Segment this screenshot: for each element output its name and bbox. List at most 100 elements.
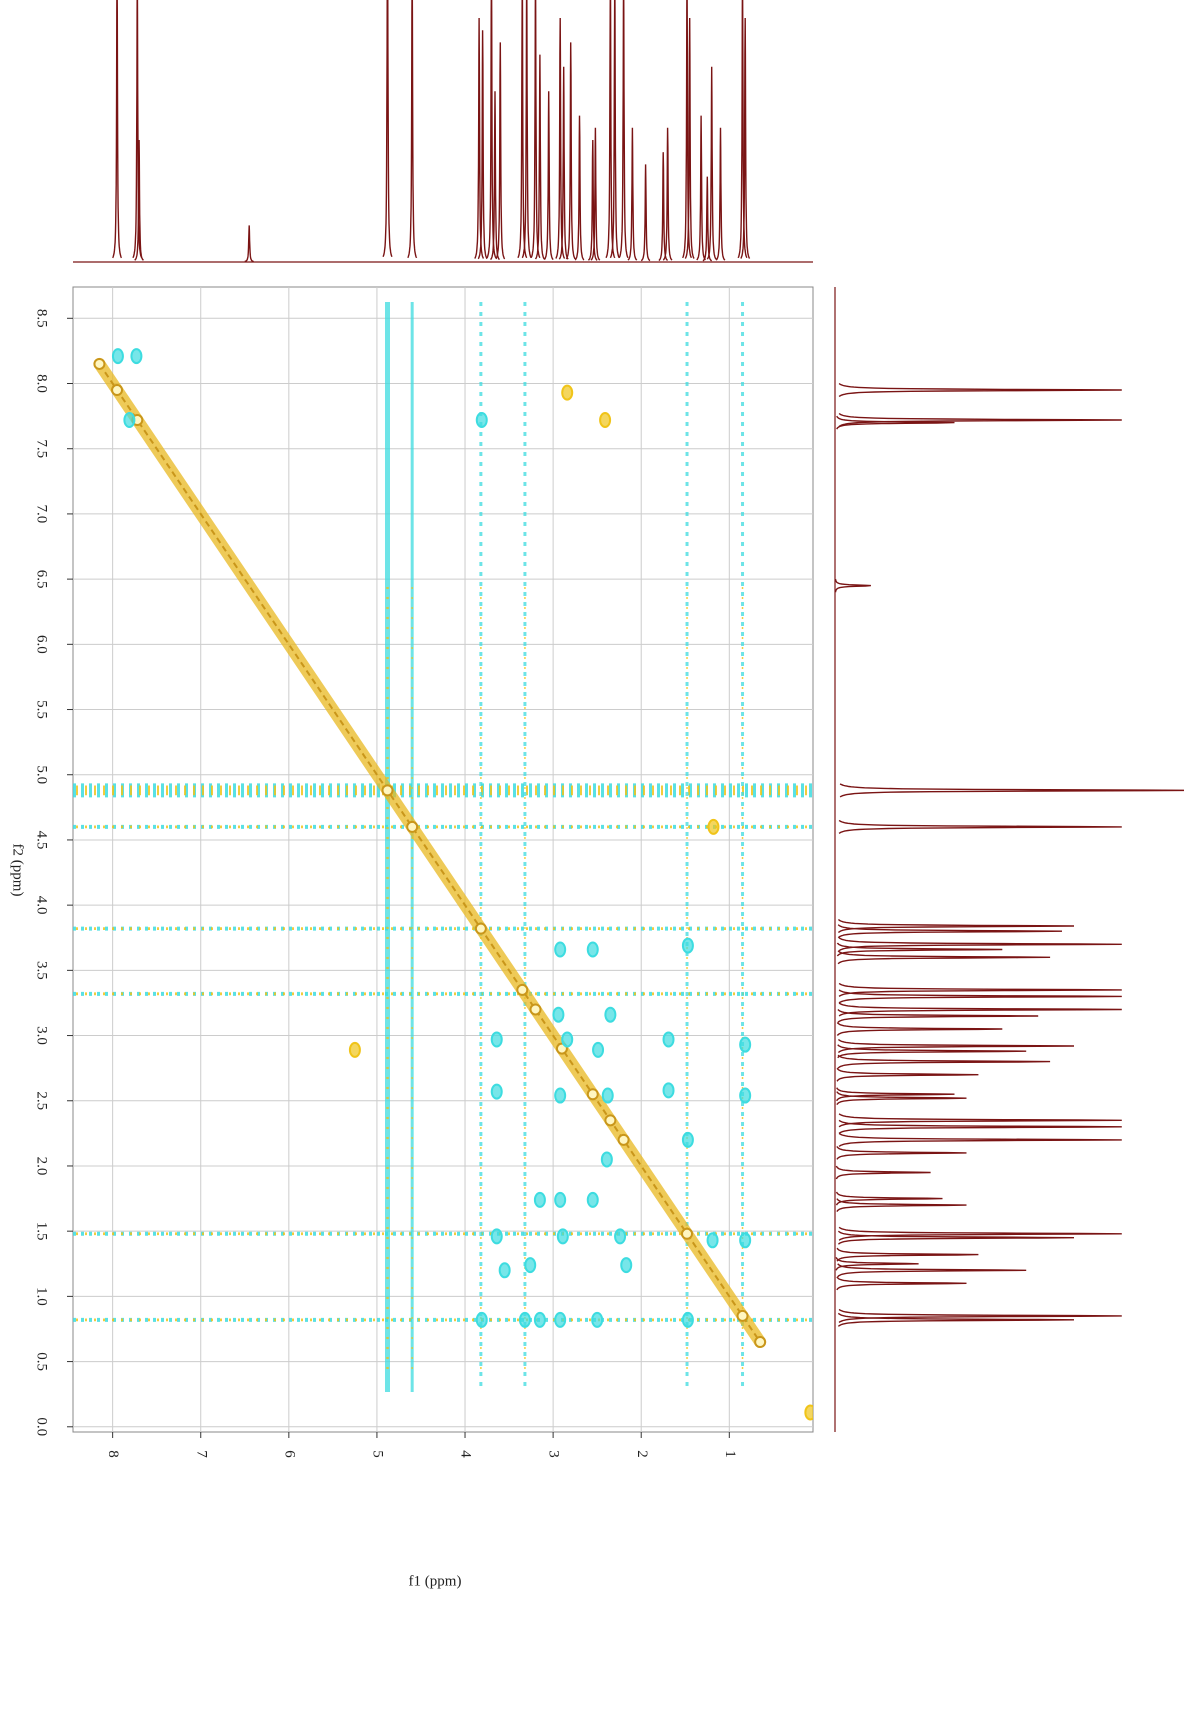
y-tick-label: 2.5 bbox=[34, 1091, 50, 1110]
cross-peak bbox=[620, 1257, 633, 1274]
projection-peak bbox=[565, 42, 576, 260]
projection-peak bbox=[590, 127, 601, 261]
projection-peak bbox=[837, 950, 1051, 965]
projection-peak bbox=[702, 176, 713, 262]
projection-peak bbox=[486, 0, 497, 259]
x-tick-label: 7 bbox=[193, 1450, 209, 1458]
cross-peak bbox=[561, 1031, 574, 1048]
diagonal-peak bbox=[617, 1133, 630, 1146]
y-tick-label: 6.0 bbox=[34, 635, 50, 654]
cross-peak bbox=[662, 1082, 675, 1099]
y-tick-label: 1.5 bbox=[34, 1222, 50, 1241]
projection-peak bbox=[836, 1198, 967, 1212]
x-tick-label: 8 bbox=[105, 1450, 121, 1458]
diagonal-peak bbox=[406, 820, 419, 833]
y-tick-label: 4.5 bbox=[34, 831, 50, 850]
diagonal-peak bbox=[111, 384, 124, 397]
projection-peak bbox=[684, 17, 695, 259]
cross-peak bbox=[681, 1131, 694, 1148]
cross-peak bbox=[591, 1311, 604, 1328]
projection-peak bbox=[835, 1257, 919, 1271]
projection-peak bbox=[838, 1119, 1122, 1134]
cross-peak bbox=[524, 1257, 537, 1274]
cross-peak bbox=[533, 1311, 546, 1328]
projection-peak bbox=[836, 1067, 979, 1082]
cross-peak bbox=[604, 1006, 617, 1023]
projection-peak bbox=[662, 127, 673, 261]
projection-peak bbox=[543, 91, 554, 260]
projection-peak bbox=[521, 0, 532, 259]
cross-peak bbox=[111, 348, 124, 365]
cross-peak bbox=[490, 1228, 503, 1245]
y-tick-label: 8.5 bbox=[34, 309, 50, 328]
axis-labels: 8 7 6 5 4 3 2 1 0.0 0.5 1.0 1.5 2.0 2.5 3.0 3.5 4.0 4.5 5.… bbox=[34, 309, 738, 1458]
y-tick-label: 4.0 bbox=[34, 896, 50, 915]
projection-peak bbox=[534, 54, 545, 260]
grid bbox=[67, 287, 813, 1438]
y-tick-label: 3.5 bbox=[34, 961, 50, 980]
projection-peak bbox=[839, 783, 1184, 798]
cross-peak bbox=[490, 1031, 503, 1048]
projection-peak bbox=[706, 66, 717, 260]
diagonal-peak bbox=[754, 1336, 767, 1349]
x-tick-label: 2 bbox=[634, 1450, 650, 1458]
projection-peak bbox=[134, 139, 144, 261]
projection-peak bbox=[112, 0, 123, 259]
projection-peak bbox=[836, 1247, 979, 1262]
y-tick-label: 8.0 bbox=[34, 374, 50, 393]
projection-peak bbox=[696, 115, 706, 261]
x-tick-label: 3 bbox=[546, 1450, 562, 1458]
projection-peak bbox=[530, 0, 541, 259]
diagonal-peak bbox=[381, 784, 394, 797]
y-tick-label: 7.0 bbox=[34, 505, 50, 524]
cross-peak bbox=[739, 1036, 752, 1053]
diagonal-peak bbox=[586, 1088, 599, 1101]
diagonal bbox=[98, 363, 761, 1343]
projection-peak bbox=[836, 1087, 955, 1102]
projection-peak bbox=[838, 412, 1122, 428]
projection-peak bbox=[837, 924, 1063, 939]
diagonal-peak bbox=[516, 983, 529, 996]
cross-peak bbox=[706, 1232, 719, 1249]
projection-peak bbox=[837, 1230, 1075, 1245]
y-tick-label: 0.5 bbox=[34, 1352, 50, 1371]
diagonal-peak bbox=[474, 922, 487, 935]
projection-peak bbox=[555, 17, 566, 259]
projection-peak bbox=[740, 17, 751, 259]
cross-peak bbox=[601, 1087, 614, 1104]
cross-peak bbox=[707, 818, 720, 835]
projection-peak bbox=[837, 918, 1075, 934]
projection-peak bbox=[834, 578, 871, 593]
projection-peak bbox=[838, 382, 1122, 398]
projection-peak bbox=[838, 1002, 1122, 1017]
projection-peak bbox=[517, 0, 528, 259]
cross-peak bbox=[533, 1191, 546, 1208]
cross-peak bbox=[600, 1151, 613, 1168]
projection-peak bbox=[837, 1263, 1027, 1278]
projection-peak bbox=[838, 1226, 1122, 1241]
projection-peak bbox=[605, 0, 616, 259]
diagonal-peak bbox=[736, 1309, 749, 1322]
projection-peak bbox=[627, 127, 638, 261]
cross-peak bbox=[599, 412, 612, 429]
projection-peak bbox=[658, 152, 668, 262]
cross-peak bbox=[554, 941, 567, 958]
right-projection bbox=[834, 287, 1184, 1432]
projection-peak bbox=[837, 1044, 1027, 1059]
diagonal-peak bbox=[93, 357, 106, 370]
cross-peak bbox=[739, 1087, 752, 1104]
projection-peak bbox=[558, 66, 569, 260]
top-projection bbox=[73, 0, 813, 263]
cross-peak bbox=[518, 1311, 531, 1328]
projection-peak bbox=[835, 1191, 943, 1206]
cross-peak bbox=[614, 1228, 627, 1245]
projection-peak bbox=[640, 164, 651, 262]
projection-peak bbox=[477, 30, 488, 260]
projection-peak bbox=[838, 1132, 1122, 1147]
cross-peak bbox=[498, 1262, 511, 1279]
projection-peak bbox=[836, 942, 1003, 957]
projection-peak bbox=[838, 1308, 1122, 1323]
cross-peak bbox=[475, 412, 488, 429]
cross-peak bbox=[592, 1041, 605, 1058]
projection-peak bbox=[835, 1165, 931, 1180]
